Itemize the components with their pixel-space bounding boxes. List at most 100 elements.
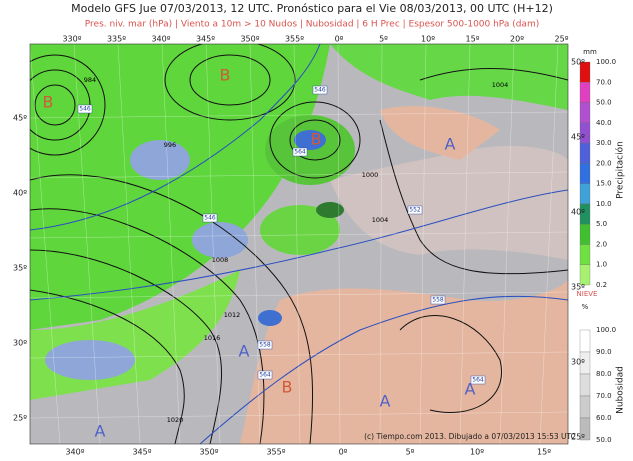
graticule xyxy=(30,44,568,444)
parallel xyxy=(30,111,568,119)
precip-swatch xyxy=(579,183,591,205)
precip-label: 0.2 xyxy=(596,281,607,289)
pressure-center: B xyxy=(282,378,293,397)
longitude-label: 355º xyxy=(266,448,285,457)
isobar-label: 1000 xyxy=(362,171,379,179)
meridian xyxy=(499,44,515,444)
cloud-swatch xyxy=(579,373,591,397)
pressure-center: B xyxy=(311,130,322,149)
land-africa xyxy=(240,280,568,444)
precip-label: 2.0 xyxy=(596,240,607,248)
precip-label: 10.0 xyxy=(596,200,612,208)
longitude-label: 5º xyxy=(379,35,388,44)
isobar-label: 1012 xyxy=(224,311,241,319)
meridian xyxy=(379,44,383,444)
precip-label: 15.0 xyxy=(596,180,612,188)
precip-swatch xyxy=(579,142,591,164)
precip-core xyxy=(258,310,282,326)
isobar-label: 1016 xyxy=(204,334,221,342)
cloud-title: Nubosidad xyxy=(616,366,626,414)
parallel xyxy=(30,231,568,239)
precip-label: 100.0 xyxy=(596,58,616,66)
thickness-label-box xyxy=(202,213,218,223)
cloud-label: 60.0 xyxy=(596,414,612,422)
isobar-label: 1004 xyxy=(372,216,389,224)
title: Modelo GFS Jue 07/03/2013, 12 UTC. Pronó… xyxy=(71,2,553,15)
isobars xyxy=(30,44,568,444)
longitude-label: 10º xyxy=(421,35,435,44)
longitude-label: 340º xyxy=(65,448,84,457)
meridian xyxy=(205,44,221,444)
longitude-label: 350º xyxy=(240,35,259,44)
thickness-label: 558 xyxy=(432,297,444,304)
cloud-patch xyxy=(130,140,190,180)
longitude-label: 335º xyxy=(107,35,126,44)
cloud-label: 90.0 xyxy=(596,348,612,356)
pressure-center: A xyxy=(445,135,456,154)
longitude-label: 25º xyxy=(555,35,569,44)
pressure-center: A xyxy=(380,392,391,411)
latitude-label: 50º xyxy=(571,58,585,67)
precip-unit: mm xyxy=(583,48,597,56)
thickness-label: 564 xyxy=(259,372,271,379)
thickness-label-box xyxy=(407,205,423,215)
cloud-patch xyxy=(192,222,248,258)
cloud-label: 50.0 xyxy=(596,436,612,444)
subtitle: Pres. niv. mar (hPa) | Viento a 10m > 10… xyxy=(85,20,539,30)
precip-swatch xyxy=(579,163,591,184)
meridian xyxy=(419,44,427,444)
precip-label: 70.0 xyxy=(596,78,612,86)
latitude-label: 40º xyxy=(13,189,27,198)
precip-label: 20.0 xyxy=(596,159,612,167)
pressure-center: A xyxy=(465,380,476,399)
longitude-label: 20º xyxy=(510,35,524,44)
precip-swatch xyxy=(579,102,591,123)
isobar-label: 1004 xyxy=(492,81,509,89)
latitude-label: 25º xyxy=(571,433,585,442)
parallel xyxy=(30,411,568,419)
cloud-unit: % xyxy=(582,303,589,311)
precip-swatch xyxy=(579,244,591,265)
pressure-center: A xyxy=(239,342,250,361)
precip-core xyxy=(316,202,344,218)
latitude-label: 25º xyxy=(13,414,27,423)
thickness-label-box xyxy=(257,340,273,350)
thickness-label: 558 xyxy=(259,342,271,349)
latitude-label: 40º xyxy=(571,208,585,217)
meridian xyxy=(539,44,559,444)
thickness-label-box xyxy=(312,85,328,95)
pressure-center: B xyxy=(220,66,231,85)
precip-title: Precipitación xyxy=(615,141,626,199)
latitude-label: 35º xyxy=(13,264,27,273)
thickness-label-box xyxy=(470,375,486,385)
precip-label: 5.0 xyxy=(596,220,607,228)
latitude-label: 45º xyxy=(571,133,585,142)
meridian xyxy=(30,44,61,444)
isobar-label: 984 xyxy=(84,76,96,84)
land-europe xyxy=(330,145,568,260)
thickness-label-box xyxy=(292,147,308,157)
cloud-patch xyxy=(45,340,135,380)
precip-label: 30.0 xyxy=(596,139,612,147)
meridian xyxy=(459,44,471,444)
precip-swatch xyxy=(579,264,591,286)
map-area: B B B B A A A A A 984 996 1000 1004 1008 1012 1016 1020 1… xyxy=(30,44,568,444)
meridian xyxy=(293,44,301,444)
meridian xyxy=(117,44,141,444)
longitude-label: 0º xyxy=(335,35,344,44)
precip-cell xyxy=(260,205,340,255)
thickness-label: 564 xyxy=(294,149,306,156)
precip-core xyxy=(294,130,326,150)
latitude-label: 30º xyxy=(13,339,27,348)
isobar-label: 1008 xyxy=(212,256,229,264)
land-patch xyxy=(380,106,500,160)
isobar-label: 996 xyxy=(164,141,176,149)
longitude-label: 355º xyxy=(285,35,304,44)
thickness-label-box xyxy=(77,104,93,114)
precip-swatch xyxy=(579,224,591,245)
credit: (c) Tiempo.com 2013. Dibujado a 07/03/20… xyxy=(364,432,576,441)
longitude-label: 345º xyxy=(132,448,151,457)
map-frame xyxy=(29,43,569,445)
latitude-label: 35º xyxy=(571,283,585,292)
